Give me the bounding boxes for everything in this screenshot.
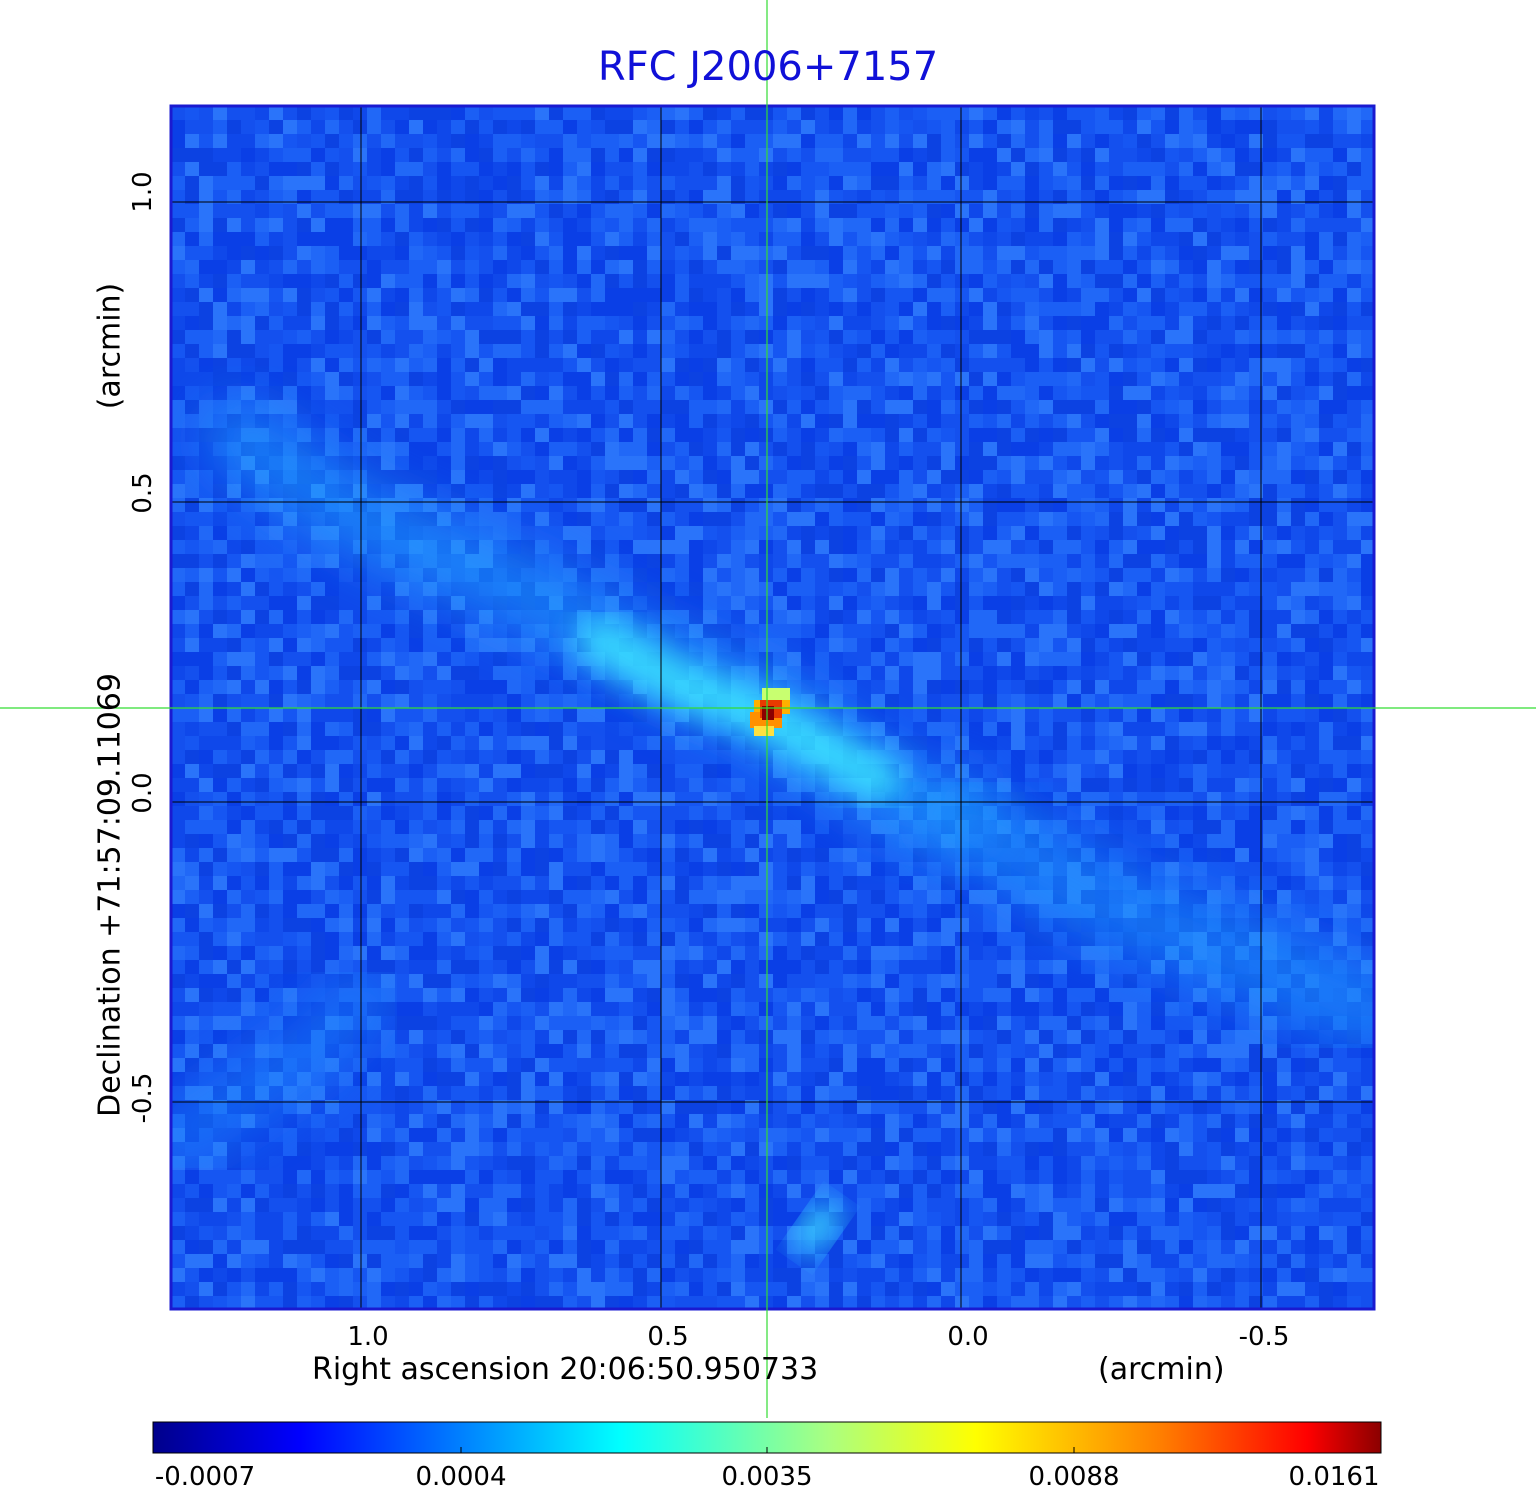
colorbar-tick-label: 0.0004 xyxy=(415,1462,507,1492)
core-source xyxy=(750,688,790,736)
colorbar-ticks xyxy=(460,1447,1075,1453)
y-tick-label: 0.0 xyxy=(128,772,158,814)
colorbar-tick-label: 0.0161 xyxy=(1288,1462,1380,1492)
y-tick-label: 1.0 xyxy=(128,171,158,213)
core-pixel xyxy=(762,706,774,720)
core-pixel xyxy=(754,726,774,736)
diffuse-feature-left xyxy=(171,970,390,1170)
core-pixel xyxy=(762,688,790,702)
colorbar-tick-label: 0.0035 xyxy=(721,1462,813,1492)
x-axis-label: Right ascension 20:06:50.950733 xyxy=(312,1352,819,1387)
y-axis-unit: (arcmin) xyxy=(92,282,128,410)
crosshair xyxy=(0,0,1536,1418)
jet-feature-core xyxy=(577,617,903,803)
chart-title: RFC J2006+7157 xyxy=(597,44,939,90)
compact-blob xyxy=(796,1201,840,1255)
image-noise xyxy=(171,106,1374,1309)
jet-feature-lower xyxy=(920,780,1374,1050)
x-tick-label: 1.0 xyxy=(347,1322,389,1352)
colorbar-tick-label: 0.0088 xyxy=(1028,1462,1120,1492)
x-tick-label: -0.5 xyxy=(1238,1322,1290,1352)
x-tick-label: 0.0 xyxy=(947,1322,989,1352)
x-tick-label: 0.5 xyxy=(647,1322,689,1352)
x-axis-unit: (arcmin) xyxy=(1098,1352,1225,1387)
y-axis-label: Declination +71:57:09.11069 xyxy=(92,673,128,1117)
y-tick-label: -0.5 xyxy=(128,1072,158,1124)
jet-emission xyxy=(171,405,1374,1255)
colorbar-tick-label: -0.0007 xyxy=(154,1462,256,1492)
y-tick-label: 0.5 xyxy=(128,472,158,514)
